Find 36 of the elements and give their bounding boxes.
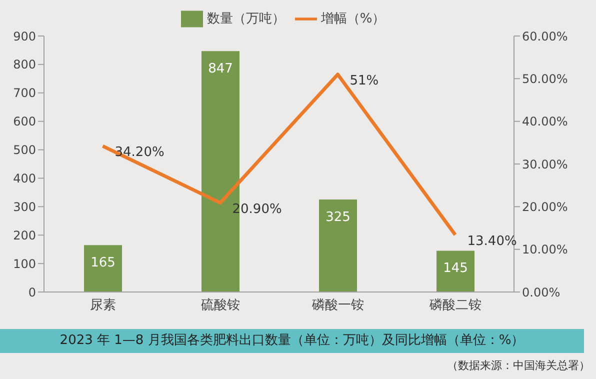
y2-tick-label: 20.00% — [522, 200, 568, 214]
line-series — [101, 72, 457, 237]
y-tick-label: 0 — [28, 285, 36, 300]
bar — [436, 250, 474, 292]
y2-tick-label: 10.00% — [522, 242, 568, 257]
y-tick-label: 500 — [13, 143, 36, 158]
data-label: 847 — [208, 61, 233, 76]
data-label: 165 — [90, 255, 116, 270]
y-tick-label: 400 — [13, 171, 36, 186]
y2-tick-label: 0.00% — [522, 285, 560, 300]
y2-tick-label: 50.00% — [522, 72, 568, 86]
y2-tick-label: 60.00% — [522, 29, 568, 44]
y-tick-label: 700 — [13, 86, 36, 100]
legend-label: 数量（万吨） — [206, 12, 285, 27]
y2-tick-label: 40.00% — [522, 114, 568, 129]
data-label: 13.40% — [467, 234, 517, 249]
bar — [84, 245, 122, 292]
y-tick-label: 300 — [13, 200, 36, 214]
x-tick-label: 磷酸二铵 — [428, 298, 482, 314]
data-label: 51% — [350, 73, 379, 88]
data-label: 34.20% — [114, 145, 164, 160]
y-tick-label: 800 — [13, 58, 36, 72]
bar — [319, 200, 357, 292]
y-tick-label: 900 — [13, 29, 36, 44]
y-tick-label: 200 — [13, 228, 36, 242]
x-tick-label: 磷酸一铵 — [310, 298, 364, 314]
data-label: 145 — [443, 260, 468, 276]
legend-label: 增幅（%） — [320, 12, 386, 27]
y-tick-label: 600 — [13, 114, 36, 129]
text: 2023 年 1—8 月我国各类肥料出口数量（单位：万吨）及同比增幅（单位：%） — [0, 329, 584, 353]
x-tick-label: 硫酸铵 — [200, 298, 240, 314]
x-tick-label: 尿素 — [90, 298, 116, 314]
text: （数据来源：中国海关总署） — [447, 358, 590, 373]
y-tick-label: 100 — [13, 256, 36, 271]
data-label: 325 — [326, 210, 350, 225]
y2-tick-label: 30.00% — [522, 157, 568, 172]
